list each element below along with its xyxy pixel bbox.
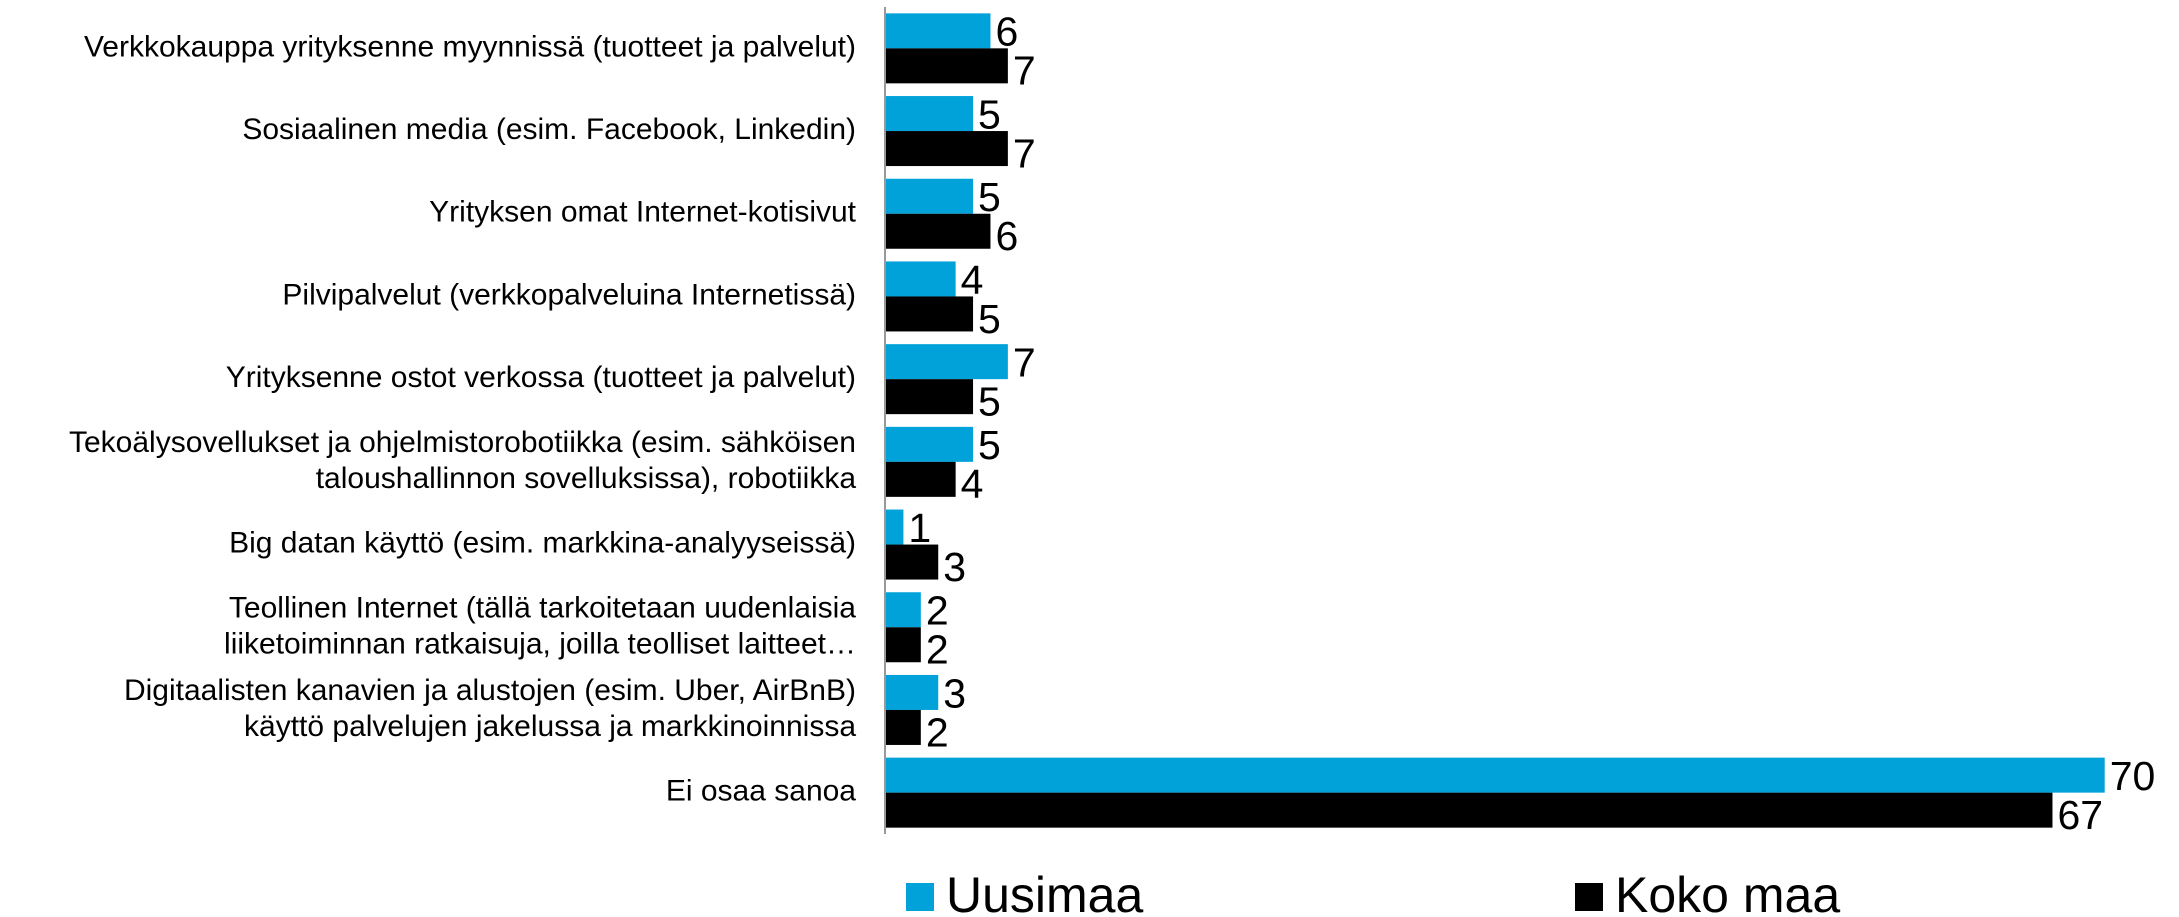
value-label: 6 xyxy=(995,213,1018,259)
bar xyxy=(886,674,939,710)
value-label: 1 xyxy=(908,505,931,551)
bar xyxy=(886,426,974,462)
value-label: 4 xyxy=(961,461,984,507)
bar xyxy=(886,627,921,663)
category-label: Ei osaa sanoa xyxy=(666,775,856,808)
bar xyxy=(886,13,991,49)
value-label: 67 xyxy=(2057,792,2103,838)
bar xyxy=(886,178,974,214)
value-label: 2 xyxy=(926,588,949,634)
bar xyxy=(886,344,1008,380)
value-label: 5 xyxy=(978,91,1001,137)
category-label: Yrityksenne ostot verkossa (tuotteet ja … xyxy=(226,361,856,394)
value-label: 3 xyxy=(943,544,966,590)
value-label: 5 xyxy=(978,174,1001,220)
value-label: 3 xyxy=(943,670,966,716)
bar xyxy=(886,261,956,297)
category-label: Sosiaalinen media (esim. Facebook, Linke… xyxy=(242,113,856,146)
category-label: Digitaalisten kanavien ja alustojen (esi… xyxy=(124,674,856,743)
bar xyxy=(886,757,2105,793)
value-label: 7 xyxy=(1013,48,1036,94)
category-label: Tekoälysovellukset ja ohjelmistorobotiik… xyxy=(69,426,856,495)
bar xyxy=(886,509,904,545)
value-label: 4 xyxy=(961,257,984,303)
bar xyxy=(886,96,974,132)
bar xyxy=(886,709,921,745)
bar xyxy=(886,48,1008,84)
legend-swatch xyxy=(1575,883,1603,911)
bar xyxy=(886,544,939,580)
category-label: Pilvipalvelut (verkkopalveluina Internet… xyxy=(282,278,856,311)
bar xyxy=(886,131,1008,167)
legend-label: Uusimaa xyxy=(946,867,1143,917)
value-label: 2 xyxy=(926,709,949,755)
category-label: Verkkokauppa yrityksenne myynnissä (tuot… xyxy=(84,30,856,63)
value-label: 5 xyxy=(978,422,1001,468)
bar xyxy=(886,379,974,415)
value-label: 7 xyxy=(1013,339,1036,385)
category-label: Teollinen Internet (tällä tarkoitetaan u… xyxy=(224,591,856,660)
value-label: 2 xyxy=(926,627,949,673)
bar xyxy=(886,296,974,332)
value-label: 5 xyxy=(978,296,1001,342)
bar xyxy=(886,592,921,628)
category-label: Yrityksen omat Internet-kotisivut xyxy=(429,196,856,229)
category-label: Big datan käyttö (esim. markkina-analyys… xyxy=(229,526,856,559)
value-label: 5 xyxy=(978,378,1001,424)
value-label: 7 xyxy=(1013,130,1036,176)
value-label: 6 xyxy=(995,9,1018,55)
bar xyxy=(886,213,991,249)
value-label: 70 xyxy=(2110,753,2156,799)
legend-label: Koko maa xyxy=(1615,867,1840,917)
bar xyxy=(886,461,956,497)
bar xyxy=(886,792,2053,828)
legend-swatch xyxy=(906,883,934,911)
